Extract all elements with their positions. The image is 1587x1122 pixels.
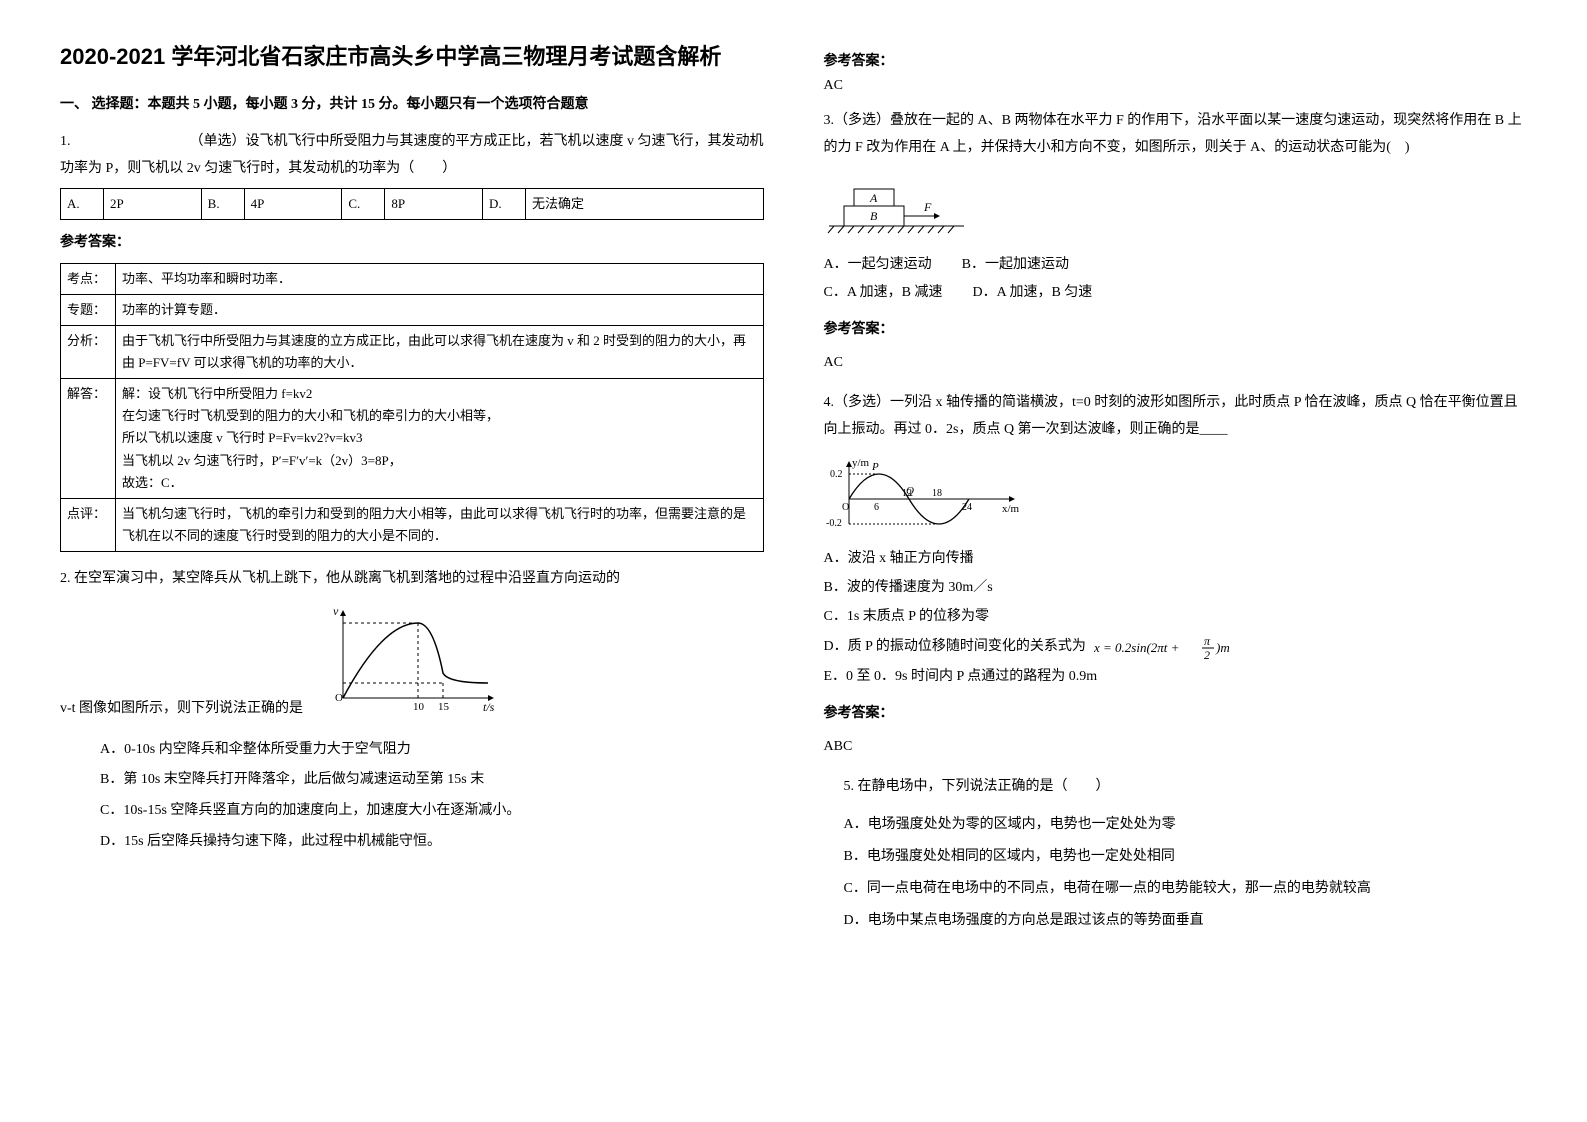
q3-box-a: A xyxy=(869,191,878,205)
q3-options: A．一起匀速运动 B．一起加速运动 C．A 加速，B 减速 D．A 加速，B 匀速 xyxy=(824,251,1528,307)
q5-opt-a: A．电场强度处处为零的区域内，电势也一定处处为零 xyxy=(844,809,1528,841)
q5-opt-d: D．电场中某点电场强度的方向总是跟过该点的等势面垂直 xyxy=(844,905,1528,937)
svg-text:x = 0.2sin(2πt +: x = 0.2sin(2πt + xyxy=(1094,640,1179,655)
q4-opt-b: B．波的传播速度为 30m／s xyxy=(824,573,1528,602)
q4-xt-18: 18 xyxy=(932,488,942,499)
q4-opt-a: A．波沿 x 轴正方向传播 xyxy=(824,544,1528,573)
q1-stem: 1. （单选）设飞机飞行中所受阻力与其速度的平方成正比，若飞机以速度 v 匀速飞… xyxy=(60,129,764,182)
q1-opt-b-label: B. xyxy=(201,189,244,220)
q4-xlabel: x/m xyxy=(1002,503,1020,515)
q2-opt-b: B．第 10s 末空降兵打开降落伞，此后做匀减速运动至第 15s 末 xyxy=(100,765,764,796)
q3-opt-c: C．A 加速，B 减速 xyxy=(824,279,943,307)
q1-row4-v: 当飞机匀速飞行时，飞机的牵引力和受到的阻力大小相等，由此可以求得飞机飞行时的功率… xyxy=(116,498,764,551)
q3-stem: 3.（多选）叠放在一起的 A、B 两物体在水平力 F 的作用下，沿水平面以某一速… xyxy=(824,108,1528,161)
q3-opt-b: B．一起加速运动 xyxy=(962,251,1069,279)
q1-answer-label: 参考答案： xyxy=(60,230,764,257)
q4-yt-pos: 0.2 xyxy=(830,469,843,480)
q1-options-table: A. 2P B. 4P C. 8P D. 无法确定 xyxy=(60,188,764,220)
q4-origin: O xyxy=(842,502,849,513)
q4-answer-label: 参考答案： xyxy=(824,701,1528,728)
q1-row0-k: 考点： xyxy=(61,263,116,294)
q1-opt-a-text: 2P xyxy=(104,189,202,220)
q4-options: A．波沿 x 轴正方向传播 B．波的传播速度为 30m／s C．1s 末质点 P… xyxy=(824,544,1528,692)
q2-xtick-15: 15 xyxy=(438,701,450,713)
q3-opt-a: A．一起匀速运动 xyxy=(824,251,932,279)
q4-stem: 4.（多选）一列沿 x 轴传播的简谐横波，t=0 时刻的波形如图所示，此时质点 … xyxy=(824,390,1528,443)
q1-row0-v: 功率、平均功率和瞬时功率． xyxy=(116,263,764,294)
q2-opt-a: A．0-10s 内空降兵和伞整体所受重力大于空气阻力 xyxy=(100,735,764,766)
q1-opt-b-text: 4P xyxy=(244,189,342,220)
q4-xt-24: 24 xyxy=(962,502,972,513)
q4-q-label: Q xyxy=(906,485,914,497)
q4-opt-d: D．质 P 的振动位移随时间变化的关系式为 xyxy=(824,632,1086,661)
q1-row1-v: 功率的计算专题． xyxy=(116,294,764,325)
q3-force: F xyxy=(923,200,932,214)
q1-opt-d-label: D. xyxy=(482,189,525,220)
q4-figure: y/m x/m 0.2 -0.2 O 6 12 18 24 P Q xyxy=(824,454,1528,534)
q1-row1-k: 专题： xyxy=(61,294,116,325)
q4-opt-e: E．0 至 0．9s 时间内 P 点通过的路程为 0.9m xyxy=(824,662,1528,691)
q1-opt-c-label: C. xyxy=(342,189,385,220)
q3-figure: B A F xyxy=(824,171,1528,241)
q1-explain-table: 考点：功率、平均功率和瞬时功率． 专题：功率的计算专题． 分析：由于飞机飞行中所… xyxy=(60,263,764,552)
q3-box-b: B xyxy=(870,209,878,223)
left-column: 2020-2021 学年河北省石家庄市高头乡中学高三物理月考试题含解析 一、 选… xyxy=(60,40,764,952)
question-2: 2. 在空军演习中，某空降兵从飞机上跳下，他从跳离飞机到落地的过程中沿竖直方向运… xyxy=(60,566,764,858)
q3-answer: AC xyxy=(824,350,1528,377)
q2-options: A．0-10s 内空降兵和伞整体所受重力大于空气阻力 B．第 10s 末空降兵打… xyxy=(100,735,764,858)
q3-answer-label: 参考答案： xyxy=(824,317,1528,344)
q4-p-label: P xyxy=(871,461,879,473)
q2-opt-c: C．10s-15s 空降兵竖直方向的加速度向上，加速度大小在逐渐减小。 xyxy=(100,796,764,827)
q4-formula: x = 0.2sin(2πt + π 2 )m xyxy=(1094,632,1264,662)
q4-ylabel: y/m xyxy=(852,457,870,469)
q1-row4-k: 点评： xyxy=(61,498,116,551)
q1-row3-v: 解：设飞机飞行中所受阻力 f=kv2 在匀速飞行时飞机受到的阻力的大小和飞机的牵… xyxy=(116,379,764,498)
q2-stem-b: v-t 图像如图所示，则下列说法正确的是 xyxy=(60,696,303,723)
svg-text:2: 2 xyxy=(1204,648,1210,662)
q5-opt-c: C．同一点电荷在电场中的不同点，电荷在哪一点的电势能较大，那一点的电势就较高 xyxy=(844,873,1528,905)
q2-origin: O xyxy=(335,692,343,704)
q2-xlabel: t/s xyxy=(483,700,495,713)
q1-opt-a-label: A. xyxy=(61,189,104,220)
q2-stem-a: 2. 在空军演习中，某空降兵从飞机上跳下，他从跳离飞机到落地的过程中沿竖直方向运… xyxy=(60,566,764,593)
question-4: 4.（多选）一列沿 x 轴传播的简谐横波，t=0 时刻的波形如图所示，此时质点 … xyxy=(824,390,1528,760)
q2-ylabel: v xyxy=(333,604,339,618)
q1-row2-k: 分析： xyxy=(61,326,116,379)
q1-opt-c-text: 8P xyxy=(385,189,483,220)
q4-opt-c: C．1s 末质点 P 的位移为零 xyxy=(824,602,1528,631)
q2-figure: v t/s 10 15 O xyxy=(323,603,503,713)
svg-text:π: π xyxy=(1204,634,1211,648)
section-1-heading: 一、 选择题：本题共 5 小题，每小题 3 分，共计 15 分。每小题只有一个选… xyxy=(60,93,764,113)
q1-opt-d-text: 无法确定 xyxy=(525,189,763,220)
question-1: 1. （单选）设飞机飞行中所受阻力与其速度的平方成正比，若飞机以速度 v 匀速飞… xyxy=(60,129,764,552)
q5-options: A．电场强度处处为零的区域内，电势也一定处处为零 B．电场强度处处相同的区域内，… xyxy=(844,809,1528,938)
question-5: 5. 在静电场中，下列说法正确的是（ ） A．电场强度处处为零的区域内，电势也一… xyxy=(844,774,1528,937)
right-ans1-val: AC xyxy=(824,78,1528,94)
q2-xtick-10: 10 xyxy=(413,701,425,713)
title: 2020-2021 学年河北省石家庄市高头乡中学高三物理月考试题含解析 xyxy=(60,40,764,73)
q5-opt-b: B．电场强度处处相同的区域内，电势也一定处处相同 xyxy=(844,841,1528,873)
q5-stem: 5. 在静电场中，下列说法正确的是（ ） xyxy=(844,774,1528,801)
q4-yt-neg: -0.2 xyxy=(826,518,842,529)
q3-opt-d: D．A 加速，B 匀速 xyxy=(973,279,1093,307)
question-3: 3.（多选）叠放在一起的 A、B 两物体在水平力 F 的作用下，沿水平面以某一速… xyxy=(824,108,1528,376)
right-column: 参考答案： AC 3.（多选）叠放在一起的 A、B 两物体在水平力 F 的作用下… xyxy=(824,40,1528,952)
q1-row2-v: 由于飞机飞行中所受阻力与其速度的立方成正比，由此可以求得飞机在速度为 v 和 2… xyxy=(116,326,764,379)
svg-text:)m: )m xyxy=(1215,640,1230,655)
q2-opt-d: D．15s 后空降兵操持匀速下降，此过程中机械能守恒。 xyxy=(100,827,764,858)
q4-xt-6: 6 xyxy=(874,502,879,513)
q1-row3-k: 解答： xyxy=(61,379,116,498)
right-ans1-label: 参考答案： xyxy=(824,50,1528,70)
q4-answer: ABC xyxy=(824,734,1528,761)
page-root: 2020-2021 学年河北省石家庄市高头乡中学高三物理月考试题含解析 一、 选… xyxy=(60,40,1527,952)
